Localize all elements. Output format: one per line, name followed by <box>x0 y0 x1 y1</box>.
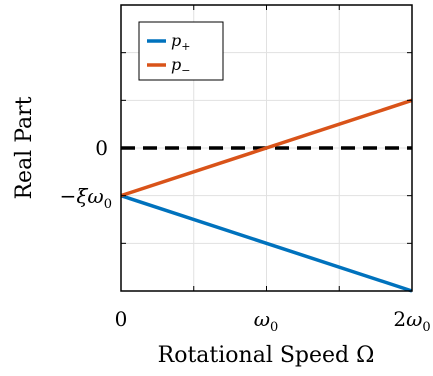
series-line-1 <box>120 98 413 198</box>
legend: p+ p− <box>138 21 224 81</box>
legend-label-p-minus: p− <box>171 55 190 77</box>
axis-ticks <box>121 5 412 291</box>
series-line-0 <box>120 194 413 293</box>
legend-box <box>138 21 224 81</box>
legend-label-p-plus: p+ <box>171 31 190 53</box>
series-lines <box>120 98 413 293</box>
x-tick-label-1: ω0 <box>254 307 279 335</box>
y-tick-label-neg-xi-omega: −ξω0 <box>60 184 112 212</box>
x-tick-label-2: 2ω0 <box>393 307 430 335</box>
y-axis-label: Real Part <box>12 96 37 199</box>
y-tick-labels: 0 −ξω0 <box>60 136 112 212</box>
x-tick-label-0: 0 <box>115 307 128 331</box>
x-axis-label: Rotational Speed Ω <box>158 343 375 368</box>
x-tick-labels: 0 ω0 2ω0 <box>115 307 431 335</box>
y-tick-label-zero: 0 <box>95 136 108 160</box>
